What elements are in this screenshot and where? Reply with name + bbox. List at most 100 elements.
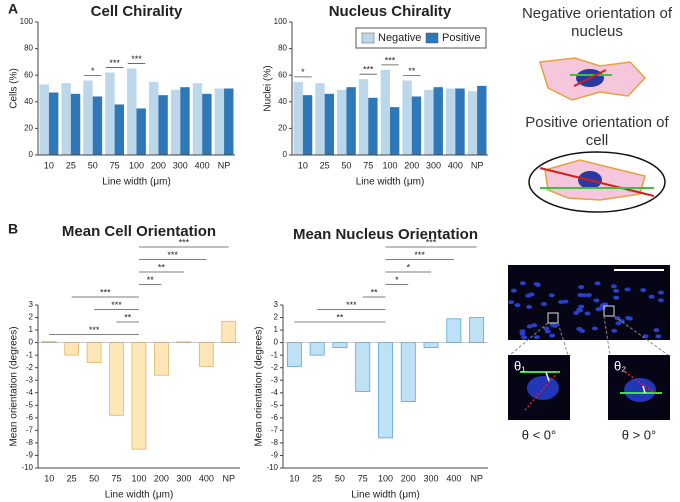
significance-label: *	[91, 66, 95, 76]
nucleus	[519, 331, 526, 336]
y-tick-label: -8	[271, 438, 279, 447]
bar	[355, 342, 371, 392]
y-tick-label: -7	[271, 425, 279, 434]
x-tick-label: 10	[44, 473, 54, 483]
bar	[324, 93, 335, 155]
x-axis-label: Line width (μm)	[351, 490, 420, 501]
bar	[286, 342, 302, 367]
nucleus	[549, 333, 556, 338]
bar	[469, 317, 485, 344]
nucleus	[625, 315, 632, 320]
nucleus	[576, 307, 583, 312]
x-axis-label: Line width (μm)	[356, 177, 425, 188]
nucleus	[593, 298, 600, 303]
nucleus	[610, 284, 617, 289]
y-tick-label: 40	[24, 97, 33, 106]
x-tick-label: 10	[298, 160, 308, 170]
inset-connectors	[509, 315, 669, 356]
panel-label: A	[8, 1, 18, 17]
y-tick-label: 0	[283, 150, 288, 159]
nucleus	[521, 335, 528, 340]
bar	[214, 88, 225, 155]
angle-label: θ₁	[514, 358, 526, 373]
nucleus	[591, 326, 598, 331]
nucleus	[558, 300, 565, 305]
y-tick-label: -4	[271, 388, 279, 397]
y-tick-label: -3	[26, 375, 34, 384]
significance-label: ***	[111, 300, 122, 310]
nucleus	[613, 288, 620, 293]
x-tick-label: 300	[173, 160, 188, 170]
panel-label: B	[8, 221, 18, 237]
cell-illustration	[528, 151, 666, 213]
bar	[198, 342, 214, 367]
bar	[127, 68, 137, 155]
bar	[109, 342, 124, 416]
nucleus	[562, 299, 569, 304]
nucleus	[508, 300, 515, 305]
significance-label: ***	[346, 300, 357, 310]
bar	[380, 69, 390, 155]
bar	[411, 96, 422, 155]
x-tick-label: 75	[358, 473, 368, 483]
y-tick-label: -9	[26, 451, 34, 460]
y-tick-label: 1	[29, 325, 34, 334]
bar	[180, 87, 190, 155]
bar	[402, 80, 412, 155]
inset	[508, 355, 570, 420]
bar	[170, 89, 181, 155]
x-tick-label: 400	[448, 160, 463, 170]
nucleus	[599, 306, 606, 311]
bar	[433, 87, 443, 155]
x-tick-label: 25	[67, 473, 77, 483]
legend-swatch	[425, 32, 439, 44]
x-tick-label: 300	[424, 473, 439, 483]
x-tick-label: 100	[131, 473, 146, 483]
x-tick-label: 25	[66, 160, 76, 170]
y-tick-label: -2	[26, 363, 34, 372]
bar	[221, 320, 237, 344]
nucleus	[540, 302, 547, 307]
y-tick-label: 40	[278, 97, 287, 106]
x-tick-label: NP	[471, 160, 484, 170]
bar	[346, 87, 356, 155]
bar	[86, 342, 102, 364]
y-tick-label: -1	[26, 350, 34, 359]
x-tick-label: 400	[446, 473, 461, 483]
y-tick-label: 2	[274, 313, 279, 322]
y-axis-label: Cells (%)	[9, 68, 20, 109]
x-tick-label: 25	[312, 473, 322, 483]
chart-title: Mean Nucleus Orientation	[293, 226, 478, 243]
y-tick-label: -7	[26, 425, 34, 434]
bar	[400, 342, 416, 402]
y-tick-label: 0	[29, 338, 34, 347]
bar	[131, 342, 147, 450]
significance-label: ***	[100, 287, 111, 297]
bar	[455, 88, 465, 155]
chart-title: Nucleus Chirality	[329, 3, 452, 20]
y-tick-label: 80	[278, 44, 287, 53]
x-tick-label: 25	[320, 160, 330, 170]
legend-swatch	[361, 32, 375, 44]
bar	[390, 107, 400, 155]
micrograph	[508, 265, 670, 340]
y-tick-label: 60	[24, 70, 33, 79]
bar	[315, 83, 325, 155]
bar	[358, 79, 369, 155]
x-tick-label: 75	[110, 160, 120, 170]
nucleus	[658, 290, 665, 295]
nucleus-illustration	[539, 57, 647, 101]
significance-label: **	[408, 66, 416, 76]
y-tick-label: 20	[278, 124, 287, 133]
x-tick-label: 50	[335, 473, 345, 483]
bar	[136, 108, 146, 155]
legend-box	[355, 27, 487, 49]
y-tick-label: 100	[20, 17, 34, 26]
significance-label: ***	[363, 65, 374, 75]
bar	[61, 83, 71, 155]
y-tick-label: 20	[24, 124, 33, 133]
y-tick-label: -4	[26, 388, 34, 397]
x-tick-label: 300	[426, 160, 441, 170]
nucleus	[514, 303, 521, 308]
